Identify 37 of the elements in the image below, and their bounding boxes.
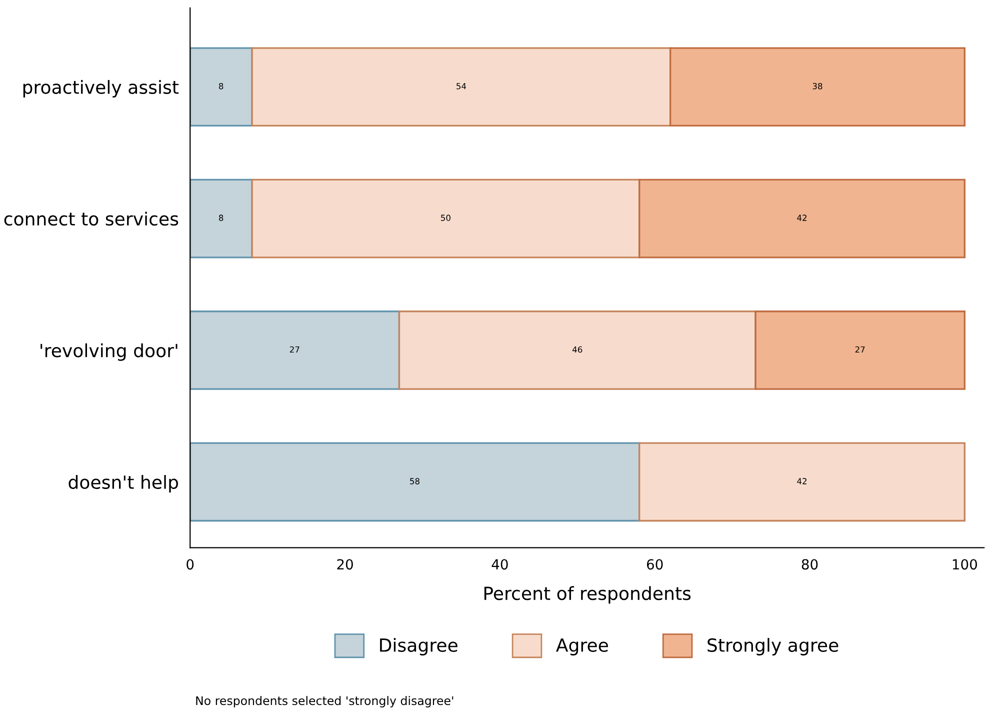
x-axis-title: Percent of respondents <box>484 586 691 604</box>
bar <box>190 47 253 127</box>
data-label: 38 <box>812 82 822 90</box>
x-tick-label: 0 <box>186 559 194 570</box>
bar <box>251 178 640 258</box>
y-tick-label: proactively assist <box>23 80 179 98</box>
data-label: 8 <box>219 82 224 90</box>
x-tick-label: 20 <box>337 559 353 570</box>
data-label: 50 <box>441 214 450 221</box>
x-tick-label: 80 <box>802 559 818 570</box>
data-label: 54 <box>456 83 466 90</box>
data-label: 58 <box>410 478 420 484</box>
data-label: 42 <box>797 214 806 221</box>
legend-label: Disagree <box>380 638 458 656</box>
bar <box>638 178 966 258</box>
data-label: 27 <box>855 346 865 353</box>
bar <box>754 310 966 390</box>
y-tick-label: connect to services <box>4 212 178 226</box>
bar <box>190 310 400 390</box>
data-label: 42 <box>797 478 806 484</box>
x-tick-label: 100 <box>952 559 977 570</box>
y-tick-label: 'revolving door' <box>40 343 178 361</box>
y-tick-label: doesn't help <box>68 475 178 493</box>
legend-label: Strongly agree <box>708 638 838 656</box>
data-label: 8 <box>219 214 224 221</box>
bar <box>190 178 253 258</box>
text: No respondents selected 'strongly disagree' <box>196 696 454 708</box>
legend-label: Agree <box>556 638 608 656</box>
x-tick-label: 60 <box>646 559 663 570</box>
bar <box>251 47 672 127</box>
bar <box>638 442 966 522</box>
data-label: 46 <box>572 346 582 353</box>
bar <box>398 310 756 390</box>
bar <box>190 442 640 522</box>
x-tick-label: 40 <box>492 559 508 570</box>
data-label: 27 <box>290 346 300 353</box>
bar <box>669 47 966 127</box>
